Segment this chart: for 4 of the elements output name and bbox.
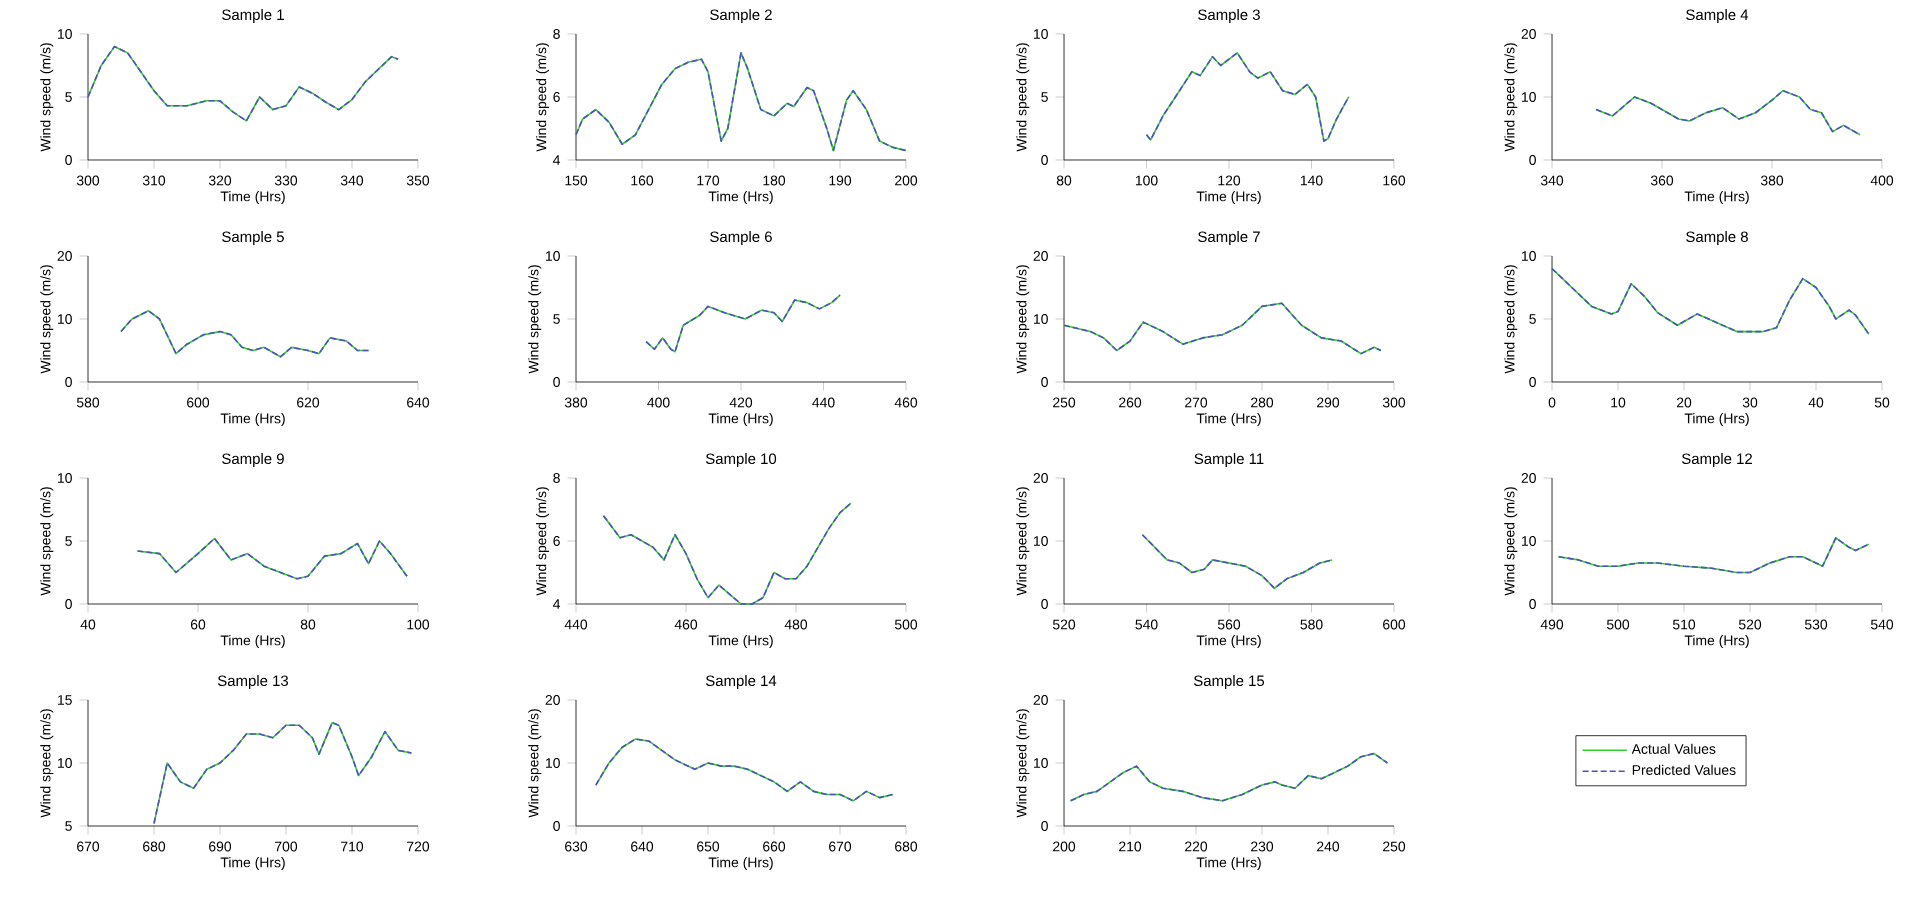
line-series (575, 52, 907, 152)
line-series (120, 310, 370, 358)
line-series (1145, 52, 1350, 142)
line-series (1557, 537, 1870, 574)
